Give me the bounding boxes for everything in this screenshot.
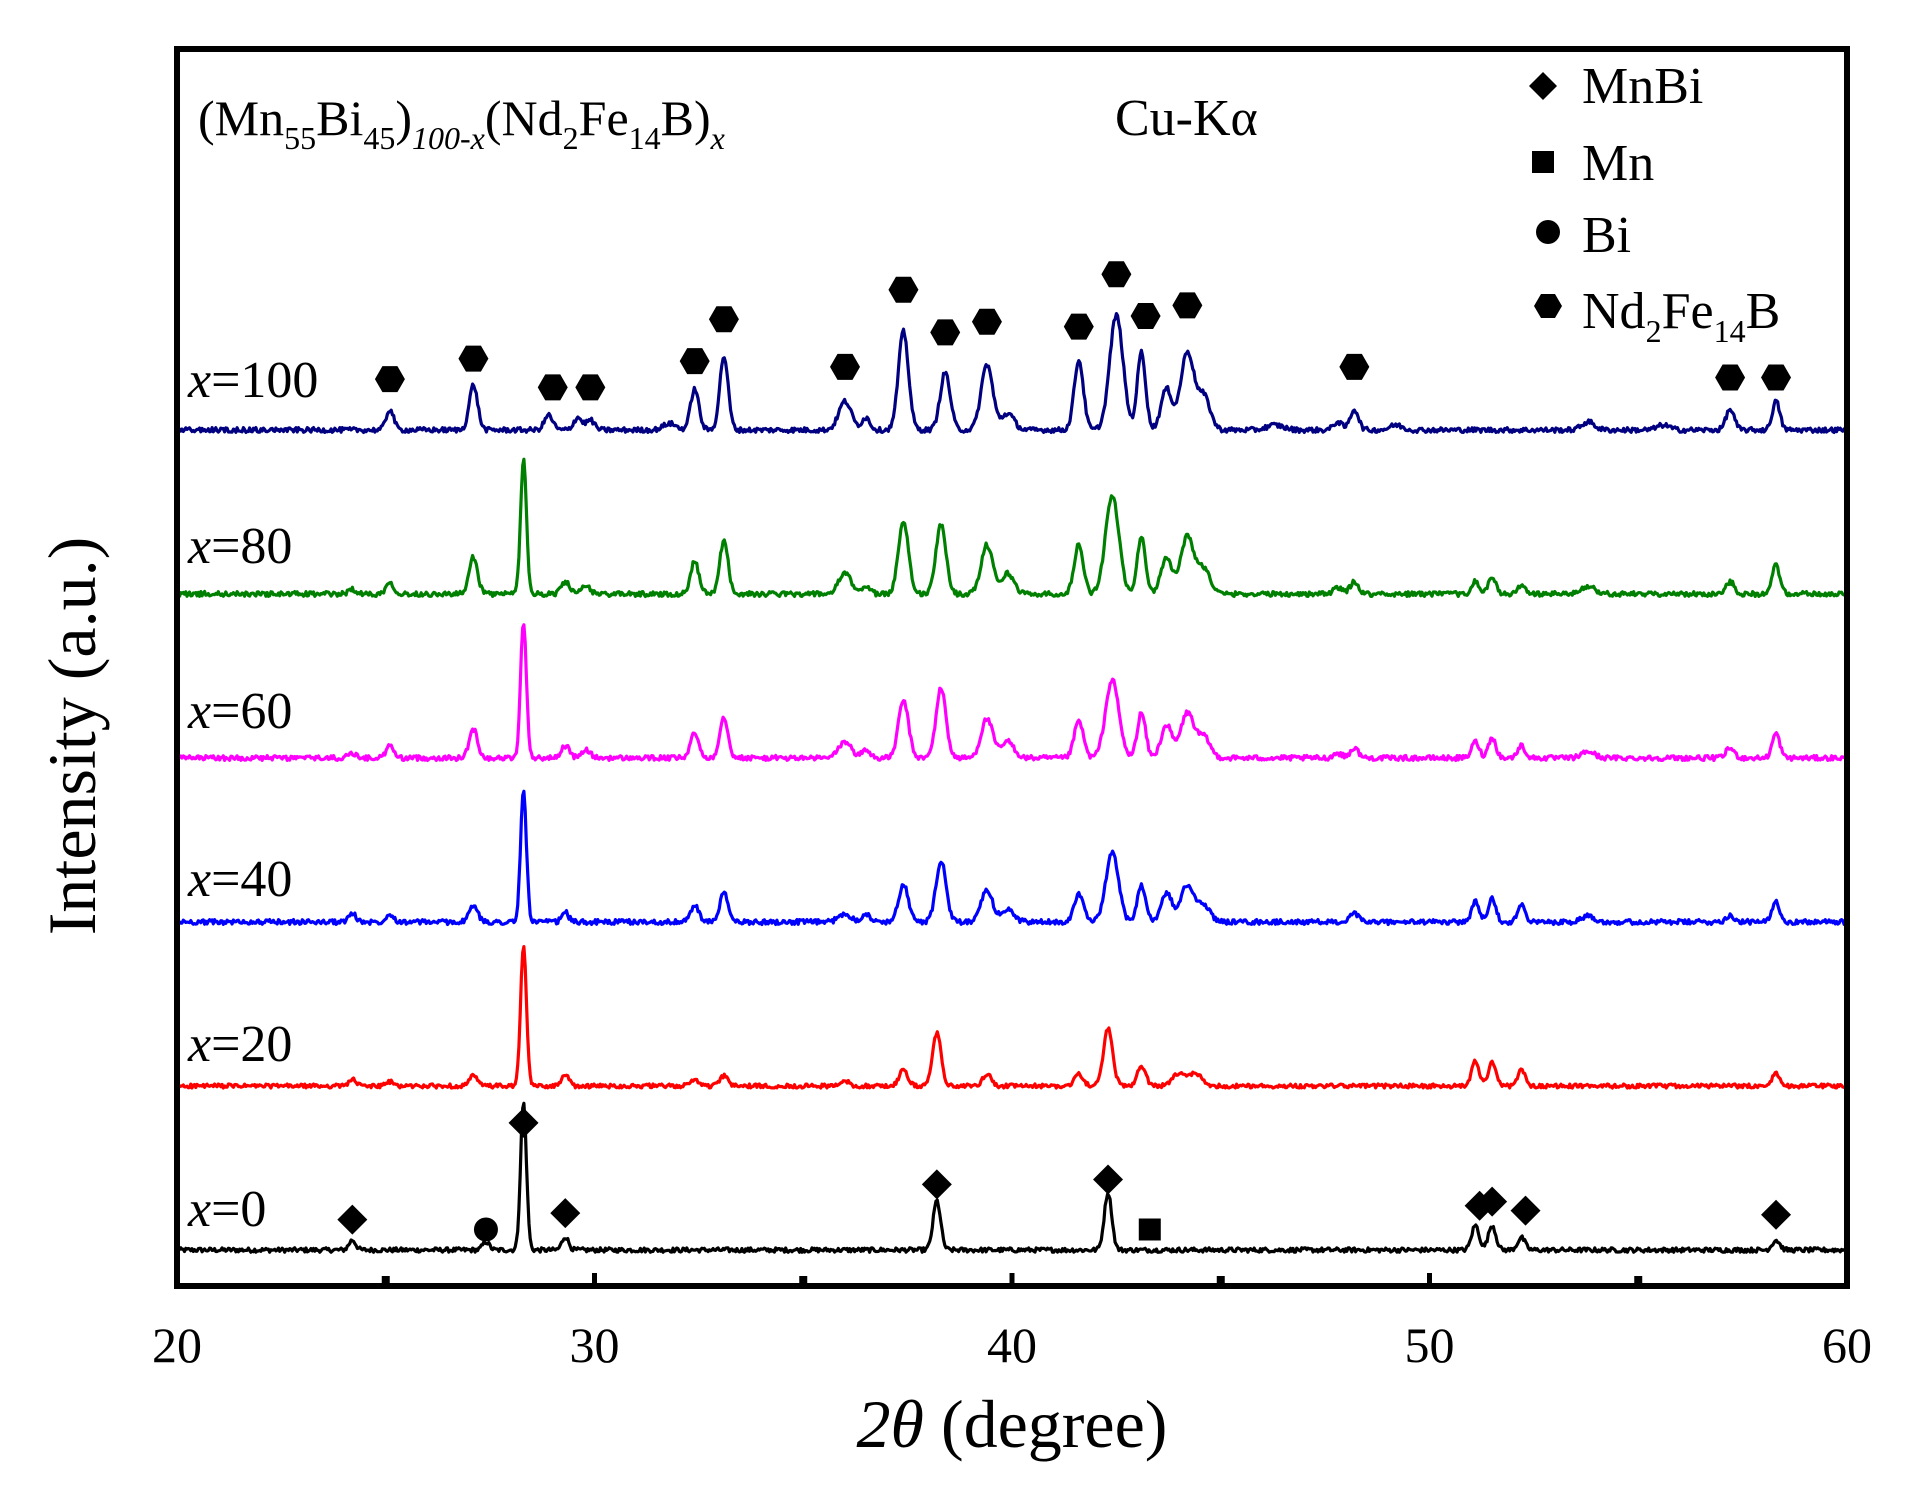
series-line-x100 [175,312,1848,434]
phase-marker-diamond [1761,1199,1792,1230]
legend-circle-marker [1536,220,1560,244]
radiation-label: Cu-Kα [1115,90,1258,147]
phase-marker-square [1138,1218,1161,1241]
x-tick-label: 20 [152,1317,202,1373]
x-tick-labels: 20 30 40 50 60 [152,1317,1872,1373]
phase-marker-hexagon [374,366,405,393]
phase-marker-diamond [508,1107,539,1138]
phase-marker-hexagon [1339,353,1370,380]
phase-marker-circle [473,1217,498,1242]
phase-marker-hexagon [575,374,606,401]
phase-marker-hexagon [1761,364,1792,391]
phase-marker-diamond [1510,1195,1541,1226]
phase-marker-hexagon [679,348,710,375]
legend-hexagon-marker [1534,294,1562,318]
series-line-x0 [175,1101,1848,1254]
phase-marker-hexagon [1063,313,1094,340]
phase-marker-hexagon [537,374,568,401]
legend-label-mnbi: MnBi [1582,58,1703,115]
series-label-x60: x=60 [187,683,292,740]
legend-label-mn: Mn [1582,135,1654,192]
legend-diamond-marker [1529,72,1557,100]
phase-marker-hexagon [1130,303,1161,330]
phase-marker-hexagon [971,308,1002,335]
x-axis-label: 2θ (degree) [857,1386,1168,1462]
phase-marker-hexagon [1101,261,1132,288]
phase-marker-hexagon [830,353,860,380]
phase-marker-hexagon [1715,364,1746,391]
legend-label-nd2fe14b: Nd2Fe14B [1582,283,1780,349]
x-tick-label: 50 [1405,1317,1455,1373]
phase-marker-hexagon [458,345,489,372]
legend-label-bi: Bi [1582,207,1631,264]
phase-marker-hexagon [930,319,961,346]
ticks-layer [174,1273,1850,1286]
phase-marker-hexagon [1172,292,1203,319]
phase-marker-diamond [1477,1186,1508,1217]
series-label-x100: x=100 [187,352,318,409]
legend-square-marker [1532,151,1554,173]
series-label-x0: x=0 [187,1181,266,1238]
composition-formula: (Mn55Bi45)100-x(Nd2Fe14B)x [198,90,725,156]
series-line-x20 [176,945,1848,1090]
series-line-x60 [175,623,1848,763]
series-label-x80: x=80 [187,518,292,575]
phase-marker-diamond [337,1204,368,1235]
series-labels: x=0 x=20 x=40 x=60 x=80 x=100 [187,352,318,1238]
x-tick-label: 40 [987,1317,1037,1373]
markers-layer [337,261,1792,1242]
x-tick-label: 60 [1822,1317,1872,1373]
phase-marker-hexagon [888,276,919,303]
y-axis-label: Intensity (a.u.) [34,537,110,935]
phase-marker-diamond [921,1169,952,1200]
phase-marker-hexagon [708,306,739,333]
series-label-x40: x=40 [187,851,292,908]
legend: MnBi Mn Bi Nd2Fe14B [1529,58,1780,349]
series-line-x40 [176,789,1848,927]
x-tick-label: 30 [570,1317,620,1373]
series-label-x20: x=20 [187,1016,292,1073]
phase-marker-diamond [550,1198,581,1229]
phase-marker-diamond [1093,1164,1124,1195]
series-line-x80 [176,457,1849,599]
curves-layer [175,312,1849,1254]
